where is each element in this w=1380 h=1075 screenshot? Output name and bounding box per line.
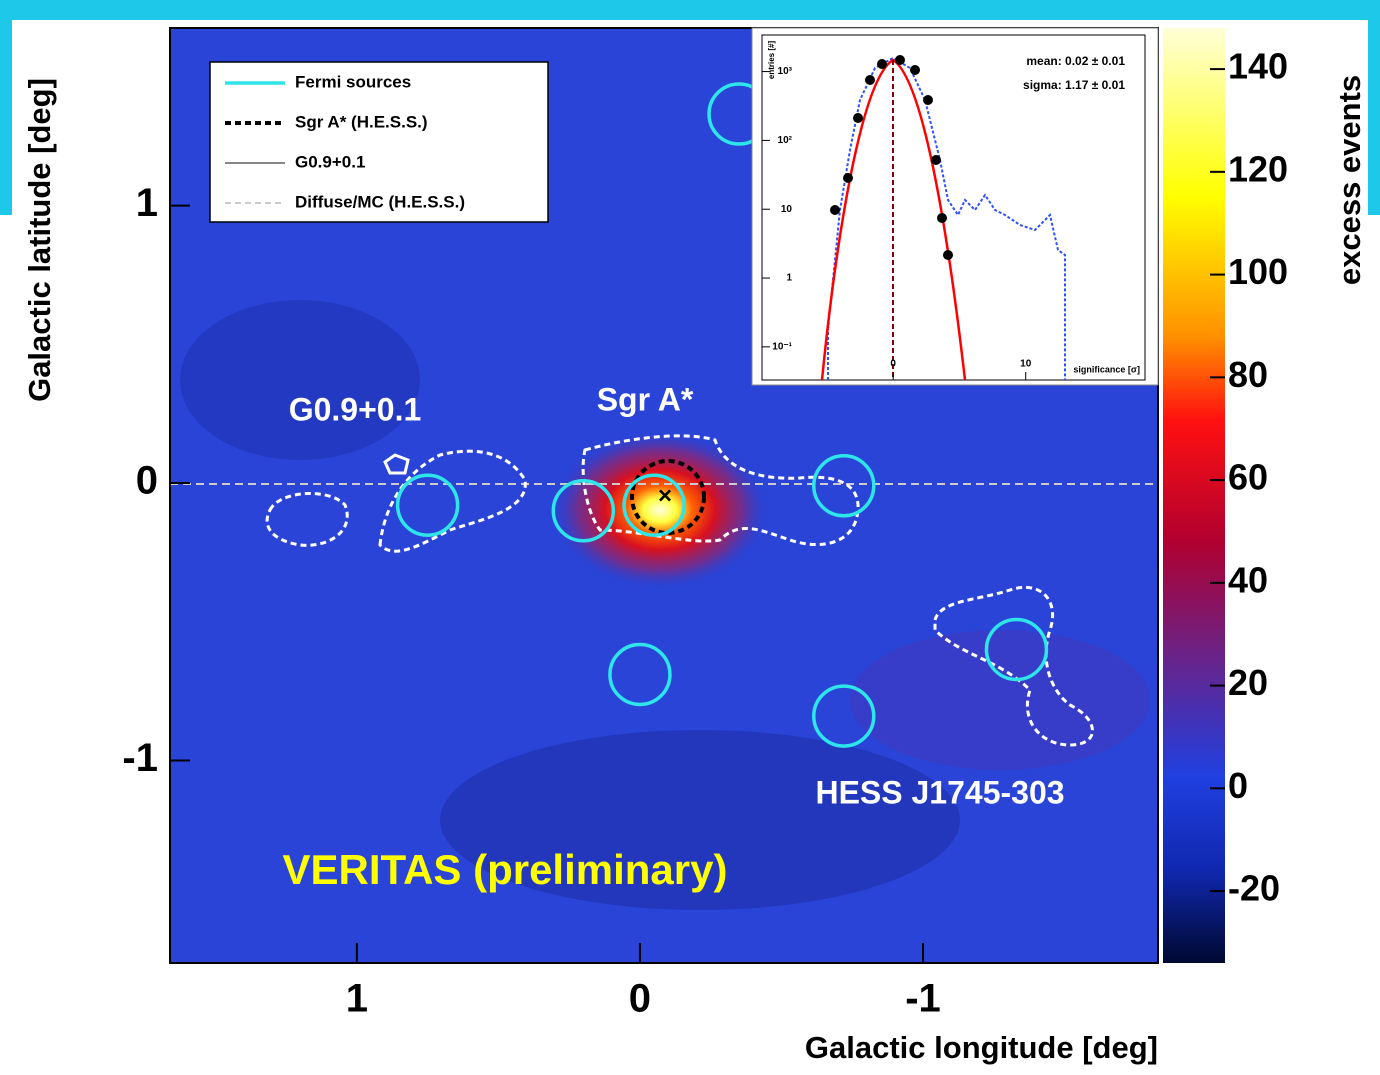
inset-x-tick-label: 10 (1020, 359, 1032, 370)
inset-point (910, 65, 920, 75)
inset-point (843, 173, 853, 183)
figure: × 10-110-1Galactic longitude [deg]Galact… (0, 0, 1380, 1075)
x-axis-label: Galactic longitude [deg] (805, 1030, 1158, 1065)
inset-y-tick-label: 10⁻¹ (772, 342, 792, 353)
x-tick-label: -1 (905, 977, 941, 1021)
annotation: G0.9+0.1 (289, 391, 422, 427)
inset-point (937, 213, 947, 223)
page: {"chart_data": [ {"type": "skymap", "xla… (0, 0, 1380, 1075)
annotation: VERITAS (preliminary) (283, 846, 728, 893)
y-tick-label: 1 (136, 181, 158, 225)
inset: 0 10 10⁻¹ 1 10 10² 10³ significance [σ] entries … (752, 28, 1158, 385)
inset-point (865, 75, 875, 85)
frame-band (0, 0, 12, 215)
frame-band (1368, 0, 1380, 215)
colorbar-tick-label: 140 (1228, 46, 1288, 87)
annotation: HESS J1745-303 (815, 774, 1064, 810)
map-shading (180, 300, 420, 460)
colorbar-tick-label: 20 (1228, 662, 1268, 703)
inset-point (853, 113, 863, 123)
inset-point (895, 55, 905, 65)
x-tick-label: 1 (346, 977, 368, 1021)
inset-y-label: entries [#] (767, 41, 776, 80)
colorbar-tick-label: -20 (1228, 868, 1280, 909)
legend: Fermi sources Sgr A* (H.E.S.S.) G0.9+0.1 Di… (210, 62, 548, 222)
inset-stat: mean: 0.02 ± 0.01 (1026, 54, 1125, 68)
legend-label: Sgr A* (H.E.S.S.) (295, 112, 428, 131)
inset-y-tick-label: 10³ (778, 66, 793, 77)
inset-y-tick-label: 10² (778, 135, 793, 146)
inset-y-tick-label: 10 (781, 204, 793, 215)
inset-point (923, 95, 933, 105)
inset-x-label: significance [σ] (1073, 364, 1140, 374)
colorbar (1163, 28, 1225, 963)
y-axis-label: Galactic latitude [deg] (22, 78, 57, 402)
colorbar-tick-label: 120 (1228, 148, 1288, 189)
inset-point (830, 205, 840, 215)
inset-point (931, 155, 941, 165)
frame-band (0, 0, 1380, 20)
colorbar-tick-label: 0 (1228, 765, 1248, 806)
x-tick-label: 0 (629, 977, 651, 1021)
inset-point (877, 59, 887, 69)
sgr-a-marker: × (658, 482, 672, 509)
colorbar-tick-label: 60 (1228, 457, 1268, 498)
colorbar-tick-label: 40 (1228, 559, 1268, 600)
colorbar-tick-label: 100 (1228, 251, 1288, 292)
y-tick-label: -1 (122, 736, 158, 780)
inset-x-tick-label: 0 (890, 359, 896, 370)
legend-label: G0.9+0.1 (295, 152, 365, 171)
colorbar-tick-label: 80 (1228, 354, 1268, 395)
map-shading (850, 630, 1150, 770)
legend-label: Diffuse/MC (H.E.S.S.) (295, 192, 465, 211)
legend-label: Fermi sources (295, 72, 411, 91)
colorbar-label: excess events (1332, 75, 1367, 285)
y-tick-label: 0 (136, 459, 158, 503)
inset-y-tick-label: 1 (786, 273, 792, 284)
annotation: Sgr A* (597, 381, 694, 417)
inset-stat: sigma: 1.17 ± 0.01 (1023, 78, 1125, 92)
inset-point (943, 250, 953, 260)
